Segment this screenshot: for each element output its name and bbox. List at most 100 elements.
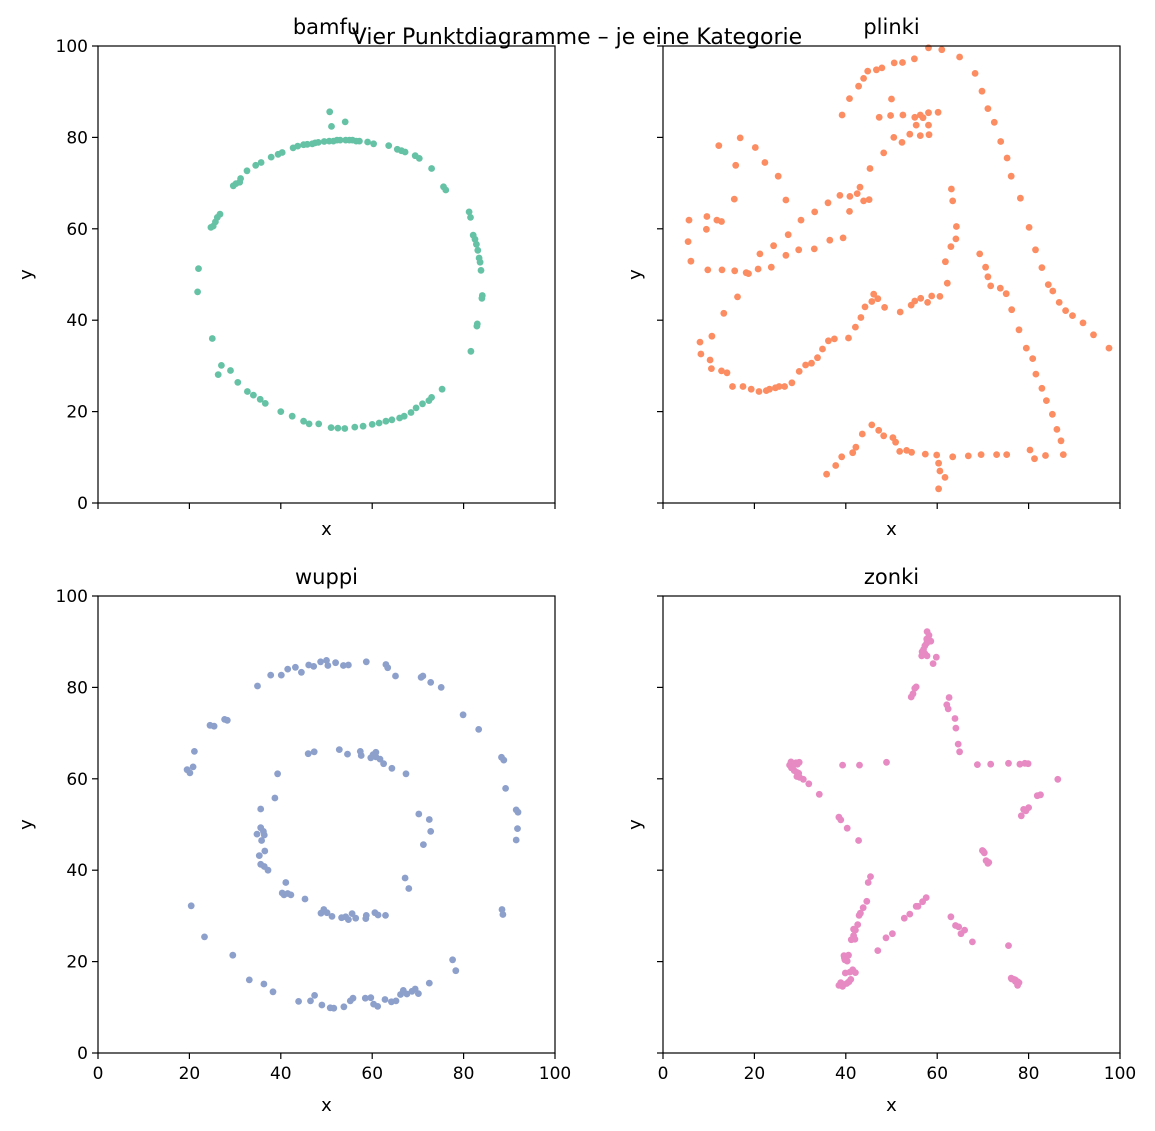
data-point: [330, 1004, 338, 1012]
data-point: [715, 142, 723, 150]
data-point: [1059, 451, 1067, 458]
panel-wuppi: wuppi 0 20 40 60 80 100 0 20 40 60 80 100 x y: [16, 565, 571, 1116]
data-point: [335, 746, 343, 753]
data-point: [774, 172, 782, 180]
scatter-points: [684, 44, 1113, 493]
data-point: [923, 652, 931, 660]
data-point: [252, 161, 260, 169]
data-point: [831, 335, 838, 343]
data-point: [906, 130, 914, 138]
data-point: [1003, 154, 1011, 162]
data-point: [261, 847, 269, 855]
figure-suptitle: Vier Punktdiagramme – je eine Kategorie: [352, 25, 802, 50]
data-point: [284, 665, 292, 673]
x-tick-label: 80: [1018, 1064, 1040, 1084]
data-point: [805, 780, 813, 788]
data-point: [465, 208, 473, 216]
data-point: [243, 167, 251, 175]
data-point: [824, 199, 832, 207]
data-point: [317, 909, 325, 917]
data-point: [191, 748, 198, 755]
data-point: [334, 424, 342, 432]
data-point: [407, 409, 415, 416]
data-point: [415, 990, 422, 997]
data-point: [380, 760, 387, 768]
data-point: [847, 976, 855, 983]
data-point: [260, 828, 267, 835]
data-point: [982, 263, 989, 271]
data-point: [257, 860, 265, 868]
data-point: [428, 394, 435, 401]
data-point: [857, 314, 865, 321]
panel-title: bamfu: [293, 15, 360, 39]
data-point: [795, 368, 803, 375]
data-point: [906, 910, 914, 918]
data-point: [370, 140, 377, 148]
data-point: [478, 292, 486, 299]
y-tick-label: 0: [77, 1044, 88, 1064]
data-point: [332, 659, 339, 667]
data-point: [985, 859, 993, 866]
data-point: [852, 323, 859, 331]
data-point: [890, 134, 898, 141]
data-point: [866, 165, 874, 172]
data-point: [307, 997, 314, 1005]
scatter-points: [183, 657, 522, 1012]
data-point: [887, 112, 894, 119]
axes-frame: [97, 595, 556, 1054]
data-point: [864, 67, 872, 75]
x-tick-label: 100: [1104, 1064, 1136, 1084]
data-point: [1049, 410, 1056, 418]
data-point: [392, 672, 399, 680]
data-point: [745, 270, 752, 277]
data-point: [325, 137, 333, 145]
data-point: [425, 979, 433, 987]
data-point: [289, 144, 297, 152]
data-point: [819, 345, 826, 353]
data-point: [762, 387, 770, 394]
data-point: [873, 66, 880, 74]
data-point: [1008, 306, 1016, 314]
data-point: [996, 284, 1004, 292]
data-point: [922, 894, 930, 901]
data-point: [911, 55, 918, 63]
data-point: [912, 121, 920, 129]
data-point: [703, 225, 710, 233]
data-point: [772, 384, 779, 392]
data-point: [883, 758, 890, 766]
data-point: [1049, 287, 1057, 295]
data-point: [797, 216, 805, 224]
data-point: [324, 662, 332, 669]
data-point: [392, 997, 400, 1005]
data-point: [861, 303, 869, 311]
data-point: [782, 251, 790, 259]
data-point: [227, 367, 234, 374]
data-point: [402, 770, 410, 778]
data-point: [713, 216, 721, 224]
axes-frame: [97, 45, 556, 504]
y-tick-label: 80: [66, 678, 88, 698]
data-point: [376, 755, 384, 763]
data-point: [997, 138, 1005, 145]
data-point: [340, 1003, 348, 1011]
data-point: [374, 1003, 382, 1010]
data-point: [945, 694, 953, 701]
data-point: [1017, 194, 1024, 202]
data-point: [1054, 775, 1062, 783]
y-tick-label: 0: [77, 494, 88, 514]
data-point: [512, 836, 520, 844]
data-point: [208, 335, 216, 342]
data-point: [405, 885, 413, 892]
data-point: [718, 367, 725, 375]
data-point: [1062, 307, 1069, 314]
data-point: [1038, 384, 1046, 392]
data-point: [1032, 246, 1039, 254]
y-tick-label: 40: [66, 861, 88, 881]
data-point: [964, 452, 972, 460]
data-point: [253, 830, 261, 838]
y-tick-label: 20: [66, 403, 88, 423]
data-point: [839, 234, 847, 242]
data-point: [846, 208, 853, 215]
data-point: [928, 292, 936, 300]
data-point: [993, 451, 1000, 458]
